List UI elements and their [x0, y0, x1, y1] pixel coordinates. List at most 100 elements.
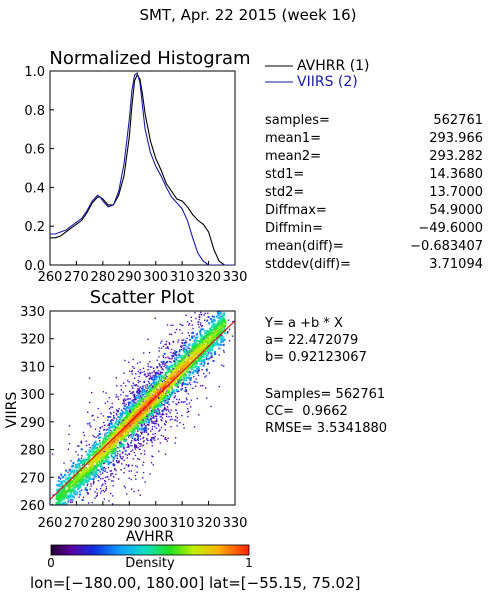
density-point: [217, 320, 220, 323]
density-point: [123, 448, 125, 450]
density-point: [146, 394, 148, 397]
density-point: [106, 442, 109, 445]
density-point: [69, 496, 72, 499]
density-point: [140, 419, 143, 422]
density-point: [129, 405, 132, 408]
density-point: [135, 427, 138, 430]
density-point: [112, 452, 115, 455]
density-point: [186, 355, 189, 358]
density-point: [164, 400, 166, 402]
histogram-x-tick-label: 290: [117, 270, 142, 285]
density-point: [58, 483, 61, 486]
density-point: [110, 448, 113, 451]
density-point: [203, 339, 206, 341]
density-point: [112, 463, 115, 466]
density-point: [124, 359, 126, 362]
density-point: [156, 366, 158, 368]
density-point: [207, 331, 210, 334]
density-point: [97, 416, 99, 419]
density-point: [106, 460, 108, 463]
density-point: [169, 358, 171, 360]
density-point: [146, 438, 148, 440]
density-point: [156, 392, 159, 395]
density-point: [83, 478, 86, 481]
density-point: [103, 421, 105, 424]
density-point: [190, 320, 193, 322]
density-point: [70, 501, 72, 503]
density-point: [118, 450, 121, 452]
density-point: [209, 352, 211, 354]
density-point: [106, 445, 109, 448]
footer-coverage: lon=[−180.00, 180.00] lat=[−55.15, 75.02…: [30, 574, 360, 592]
histogram-x-tick-label: 280: [90, 270, 115, 285]
density-point: [149, 360, 151, 363]
density-point: [122, 429, 125, 432]
density-point: [210, 356, 212, 359]
density-point: [188, 352, 191, 355]
density-point: [202, 385, 204, 387]
density-point: [192, 354, 195, 356]
density-point: [78, 485, 81, 488]
density-point: [142, 421, 145, 424]
density-point: [102, 477, 104, 480]
density-point: [209, 348, 212, 351]
density-point: [126, 410, 129, 413]
density-point: [108, 437, 111, 440]
density-point: [188, 377, 191, 380]
density-point: [135, 446, 137, 448]
density-point: [169, 394, 172, 397]
density-point: [80, 475, 82, 478]
density-point: [70, 481, 73, 484]
density-point: [125, 385, 127, 387]
density-point: [128, 412, 131, 415]
density-point: [134, 397, 137, 399]
density-point: [84, 458, 87, 461]
density-point: [143, 453, 146, 455]
density-point: [131, 412, 134, 415]
density-point: [163, 365, 165, 367]
density-point: [171, 373, 174, 376]
scatter-y-tick-label: 280: [20, 444, 45, 459]
density-point: [102, 489, 104, 492]
density-point: [135, 478, 137, 480]
density-point: [108, 416, 111, 418]
density-point: [165, 385, 167, 387]
density-point: [94, 450, 97, 453]
density-point: [123, 467, 126, 470]
density-point: [188, 347, 191, 350]
density-point: [176, 398, 178, 401]
density-point: [98, 433, 101, 436]
density-point: [148, 384, 151, 387]
density-point: [179, 329, 181, 331]
density-point: [156, 366, 159, 368]
density-point: [63, 503, 65, 505]
density-point: [222, 325, 225, 328]
density-point: [171, 382, 174, 385]
density-point: [99, 440, 101, 442]
density-point: [181, 339, 183, 341]
density-point: [182, 401, 185, 403]
density-point: [129, 370, 131, 372]
density-point: [130, 450, 132, 453]
density-point: [119, 417, 122, 420]
density-point: [151, 406, 154, 409]
density-point: [158, 350, 160, 352]
density-point: [148, 413, 151, 416]
density-point: [63, 490, 66, 493]
density-point: [125, 429, 128, 432]
density-point: [115, 448, 117, 450]
density-point: [221, 320, 223, 323]
density-point: [135, 373, 137, 375]
density-point: [123, 447, 125, 449]
density-point: [158, 425, 160, 427]
stat-value: 293.282: [429, 149, 483, 164]
density-point: [221, 364, 223, 366]
density-point: [165, 377, 167, 380]
density-point: [165, 420, 167, 422]
density-point: [71, 495, 74, 498]
density-point: [123, 459, 125, 462]
density-point: [144, 407, 147, 410]
density-point: [98, 469, 100, 471]
density-point: [192, 327, 194, 330]
density-point: [162, 390, 164, 393]
